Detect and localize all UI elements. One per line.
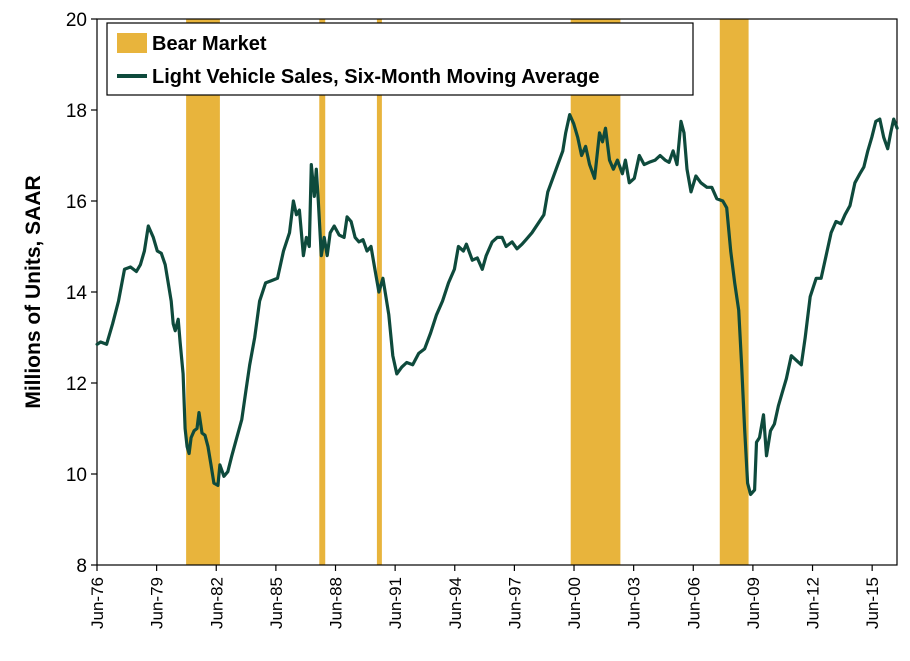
x-tick-label-2: Jun-82 — [207, 577, 226, 629]
x-tick-label-11: Jun-09 — [744, 577, 763, 629]
y-tick-label-1: 10 — [66, 465, 87, 486]
y-tick-label-3: 14 — [66, 283, 88, 304]
y-tick-label-5: 18 — [66, 101, 87, 122]
y-tick-label-6: 20 — [66, 10, 87, 31]
legend-bear-market-swatch — [117, 33, 147, 53]
legend-bear-market-label: Bear Market — [152, 33, 267, 55]
x-tick-label-5: Jun-91 — [386, 577, 405, 629]
x-tick-label-4: Jun-88 — [327, 577, 346, 629]
x-tick-label-6: Jun-94 — [446, 577, 465, 629]
sales-moving-average-line — [95, 113, 899, 497]
y-tick-label-2: 12 — [66, 374, 87, 395]
legend-box — [106, 22, 694, 96]
axes — [91, 18, 898, 571]
y-tick-label-4: 16 — [66, 192, 87, 213]
x-tick-label-0: Jun-76 — [88, 577, 107, 629]
x-tick-label-8: Jun-00 — [565, 577, 584, 629]
bear-market-bands — [186, 19, 749, 565]
x-tick-label-9: Jun-03 — [625, 577, 644, 629]
y-axis-label: Millions of Units, SAAR — [22, 175, 45, 408]
x-tick-label-10: Jun-06 — [684, 577, 703, 629]
x-tick-label-12: Jun-12 — [804, 577, 823, 629]
bear-market-band-4 — [719, 19, 749, 565]
bear-market-band-1 — [319, 19, 326, 565]
x-tick-label-1: Jun-79 — [148, 577, 167, 629]
bear-market-band-0 — [186, 19, 220, 565]
legend-sales-line-label: Light Vehicle Sales, Six-Month Moving Av… — [152, 66, 600, 88]
x-tick-labels: Jun-76 Jun-79 Jun-82 Jun-85 Jun-88 Jun-91 Jun-… — [88, 577, 882, 629]
bear-market-band-3 — [570, 19, 621, 565]
x-tick-label-7: Jun-97 — [505, 577, 524, 629]
x-tick-label-3: Jun-85 — [267, 577, 286, 629]
y-tick-labels: 8 10 12 14 16 18 20 — [66, 10, 88, 577]
legend: Bear Market Light Vehicle Sales, Six-Mon… — [106, 22, 694, 96]
x-tick-label-13: Jun-15 — [863, 577, 882, 629]
y-tick-label-0: 8 — [76, 556, 87, 577]
